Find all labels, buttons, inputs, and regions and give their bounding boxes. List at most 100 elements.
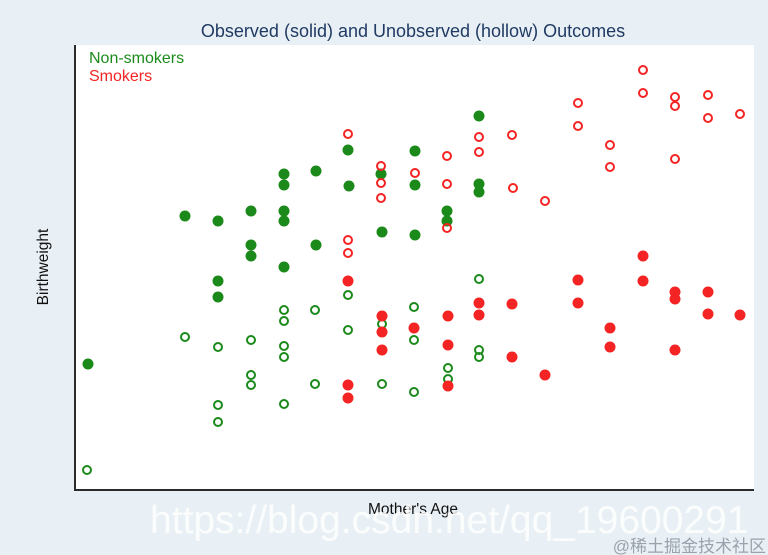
data-point-non-smokers-unobserved [443,363,453,373]
data-point-non-smokers-unobserved [180,332,190,342]
data-point-non-smokers-observed [441,215,453,227]
x-axis-label: Mother's Age [368,501,458,518]
data-point-smokers-observed [572,274,584,286]
data-point-non-smokers-unobserved [343,290,353,300]
data-point-non-smokers-unobserved [213,400,223,410]
data-point-non-smokers-unobserved [279,399,289,409]
data-point-smokers-unobserved [376,178,386,188]
data-point-non-smokers-observed [342,144,354,156]
data-point-non-smokers-observed [278,215,290,227]
data-point-non-smokers-observed [310,239,322,251]
data-point-non-smokers-unobserved [474,352,484,362]
data-point-non-smokers-observed [212,215,224,227]
data-point-non-smokers-unobserved [377,379,387,389]
data-point-smokers-unobserved [343,248,353,258]
data-point-non-smokers-observed [441,205,453,217]
watermark-url-text: https://blog.csdn.net/qq_19600291 [150,499,749,542]
data-point-smokers-unobserved [670,101,680,111]
data-point-smokers-observed [376,326,388,338]
data-point-non-smokers-observed [343,180,355,192]
legend-item-non-smokers: Non-smokers [89,50,185,67]
data-point-non-smokers-observed [409,229,421,241]
data-point-non-smokers-unobserved [279,316,289,326]
data-point-smokers-unobserved [474,147,484,157]
data-point-smokers-unobserved [508,183,518,193]
data-point-non-smokers-observed [82,358,94,370]
data-point-smokers-observed [442,310,454,322]
data-point-non-smokers-observed [245,239,257,251]
data-point-smokers-unobserved [573,121,583,131]
data-point-non-smokers-observed [245,205,257,217]
data-point-non-smokers-unobserved [246,380,256,390]
data-point-smokers-unobserved [540,196,550,206]
data-point-smokers-unobserved [703,90,713,100]
data-point-smokers-observed [442,380,454,392]
data-point-smokers-unobserved [442,223,452,233]
data-point-smokers-observed [702,286,714,298]
data-point-non-smokers-observed [409,145,421,157]
legend-item-smokers: Smokers [89,68,153,85]
data-point-smokers-unobserved [638,65,648,75]
data-point-non-smokers-observed [179,210,191,222]
data-point-non-smokers-observed [212,291,224,303]
data-point-non-smokers-unobserved [409,335,419,345]
data-point-non-smokers-unobserved [213,417,223,427]
data-point-smokers-observed [376,344,388,356]
data-point-smokers-unobserved [573,98,583,108]
data-point-smokers-unobserved [605,162,615,172]
data-point-non-smokers-observed [278,179,290,191]
data-point-smokers-unobserved [474,132,484,142]
data-point-smokers-unobserved [376,193,386,203]
data-point-smokers-unobserved [735,109,745,119]
data-point-smokers-unobserved [343,129,353,139]
data-point-non-smokers-observed [409,179,421,191]
data-point-smokers-unobserved [410,168,420,178]
data-point-smokers-observed [669,344,681,356]
data-point-smokers-observed [473,309,485,321]
data-point-non-smokers-unobserved [474,274,484,284]
data-point-smokers-unobserved [638,88,648,98]
data-point-smokers-unobserved [507,130,517,140]
data-point-non-smokers-unobserved [409,387,419,397]
scatter-points-layer [76,45,754,489]
data-point-non-smokers-unobserved [310,379,320,389]
data-point-non-smokers-observed [278,261,290,273]
data-point-non-smokers-unobserved [246,370,256,380]
data-point-smokers-unobserved [605,140,615,150]
data-point-smokers-observed [506,351,518,363]
data-point-smokers-observed [473,297,485,309]
data-point-smokers-unobserved [376,161,386,171]
data-point-smokers-observed [702,308,714,320]
data-point-non-smokers-unobserved [279,352,289,362]
data-point-smokers-unobserved [670,154,680,164]
data-point-smokers-unobserved [343,235,353,245]
data-point-non-smokers-observed [473,186,485,198]
data-point-non-smokers-observed [310,165,322,177]
data-point-non-smokers-unobserved [409,302,419,312]
data-point-smokers-observed [342,392,354,404]
data-point-non-smokers-unobserved [213,342,223,352]
data-point-non-smokers-observed [376,226,388,238]
data-point-non-smokers-observed [473,110,485,122]
data-point-non-smokers-observed [245,250,257,262]
data-point-smokers-observed [342,275,354,287]
data-point-non-smokers-observed [375,168,387,180]
data-point-non-smokers-unobserved [343,325,353,335]
data-point-non-smokers-unobserved [279,305,289,315]
watermark-community-text: @稀土掘金技术社区 [612,537,766,555]
plot-area: Non-smokers Smokers [74,45,754,491]
data-point-smokers-observed [604,322,616,334]
data-point-smokers-observed [506,298,518,310]
data-point-non-smokers-unobserved [246,335,256,345]
data-point-smokers-observed [572,297,584,309]
data-point-non-smokers-unobserved [279,341,289,351]
data-point-smokers-observed [376,310,388,322]
data-point-smokers-observed [637,250,649,262]
chart-title: Observed (solid) and Unobserved (hollow)… [200,21,626,41]
data-point-smokers-observed [669,293,681,305]
legend: Non-smokers Smokers [89,50,184,86]
data-point-smokers-unobserved [703,113,713,123]
data-point-smokers-observed [734,309,746,321]
data-point-smokers-observed [408,322,420,334]
